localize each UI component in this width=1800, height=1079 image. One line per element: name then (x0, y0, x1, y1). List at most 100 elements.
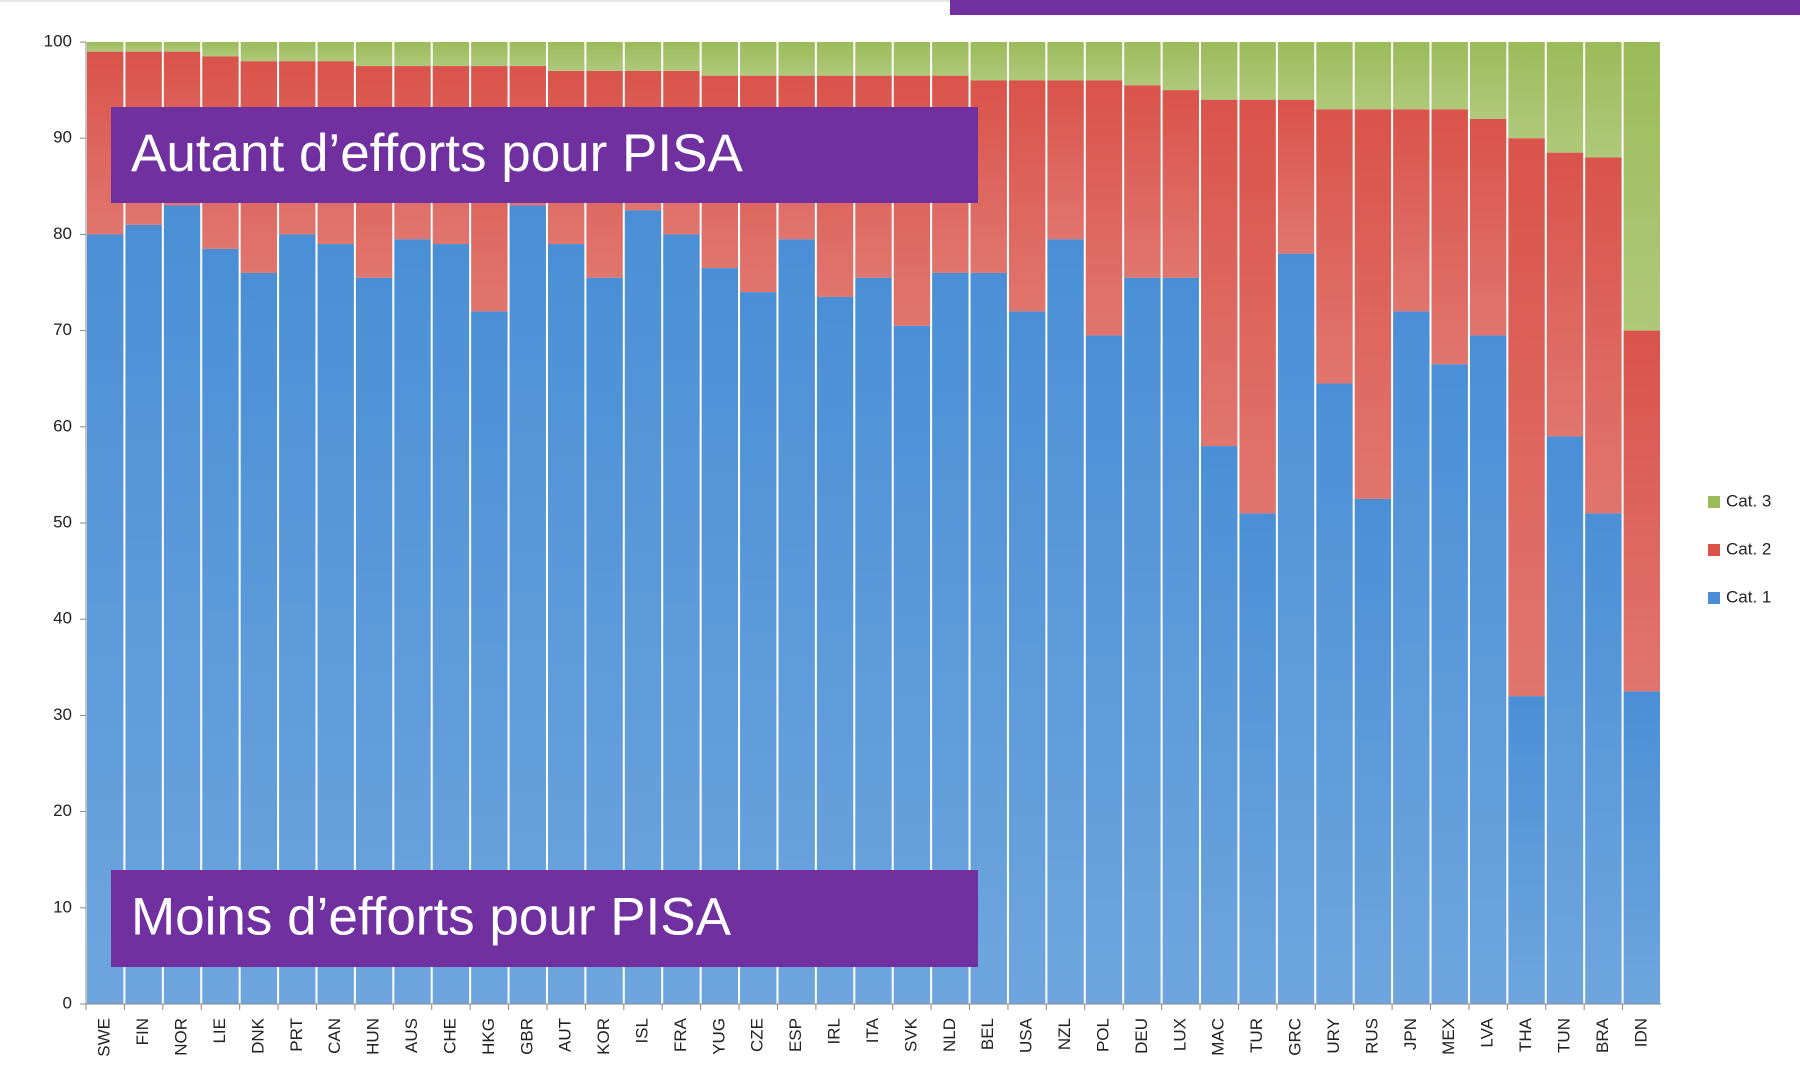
bar-segment (586, 42, 623, 71)
bar-segment (279, 42, 316, 62)
bar-segment (893, 42, 931, 76)
x-tick-label: DEU (1132, 1018, 1151, 1054)
x-tick-label: LVA (1478, 1017, 1497, 1047)
annotation: Autant d’efforts pour PISA (131, 124, 743, 183)
bar-segment (1585, 42, 1622, 158)
x-tick-label: KOR (594, 1018, 613, 1055)
bar-segment (1162, 42, 1200, 91)
bar-segment (1469, 42, 1507, 119)
bar-segment (970, 42, 1007, 81)
bar-segment (1316, 383, 1353, 1004)
bar-segment (932, 42, 969, 76)
x-tick-label: ESP (786, 1018, 805, 1052)
bar-segment (432, 42, 470, 67)
bar-segment (1585, 513, 1622, 1004)
bar-segment (1316, 109, 1353, 384)
x-tick-label: ISL (632, 1018, 651, 1044)
x-tick-label: RUS (1362, 1018, 1381, 1054)
x-tick-label: YUG (709, 1018, 728, 1055)
annotation-box (111, 107, 978, 203)
x-tick-label: HKG (479, 1018, 498, 1055)
bar-segment (1508, 42, 1545, 139)
x-tick-label: ITA (863, 1017, 882, 1043)
x-tick-label: BRA (1593, 1017, 1612, 1053)
bar-segment (509, 42, 546, 67)
bar-segment (1085, 80, 1123, 336)
bar-segment (1546, 436, 1584, 1004)
bar-segment (855, 42, 892, 76)
y-tick-label: 20 (53, 801, 72, 820)
x-tick-label: BEL (978, 1018, 997, 1050)
bar-segment (317, 42, 354, 62)
bar-segment (1085, 42, 1123, 81)
bar-segment (547, 42, 585, 71)
x-tick-label: IDN (1631, 1018, 1650, 1047)
bar-segment (1124, 42, 1161, 86)
x-tick-label: FIN (133, 1018, 152, 1045)
bar-segment (1239, 513, 1276, 1004)
bar-segment (1431, 109, 1468, 365)
x-tick-label: NOR (172, 1018, 191, 1056)
bar-segment (1393, 311, 1430, 1004)
header-bar (950, 0, 1800, 15)
bar-segment (1201, 42, 1238, 100)
x-tick-label: TUR (1247, 1018, 1266, 1053)
bar-segment (1623, 42, 1660, 331)
legend-label: Cat. 2 (1726, 539, 1771, 558)
bar-segment (1277, 99, 1315, 254)
legend-label: Cat. 1 (1726, 587, 1771, 606)
x-tick-label: AUS (402, 1018, 421, 1053)
bar-segment (1008, 42, 1046, 81)
y-tick-label: 60 (53, 416, 72, 435)
y-tick-label: 30 (53, 705, 72, 724)
bar-segment (202, 42, 239, 57)
bar-segment (394, 42, 431, 67)
bar-segment (1162, 90, 1200, 278)
x-tick-label: SVK (901, 1017, 920, 1052)
bar-segment (1393, 109, 1430, 312)
x-tick-label: USA (1017, 1017, 1036, 1053)
bar-segment (816, 42, 854, 76)
x-tick-label: POL (1093, 1018, 1112, 1052)
x-tick-label: AUT (556, 1018, 575, 1052)
annotation-box (111, 870, 978, 967)
bar-segment (1546, 152, 1584, 437)
bar-segment (1008, 311, 1046, 1004)
bar-segment (1316, 42, 1353, 110)
x-tick-label: CHE (440, 1018, 459, 1054)
bar-segment (1047, 42, 1084, 81)
bar-segment (1508, 138, 1545, 697)
bar-segment (1546, 42, 1584, 153)
y-tick-label: 100 (44, 31, 72, 50)
legend-swatch (1708, 592, 1720, 604)
bar-segment (1469, 335, 1507, 1004)
bar-segment (1008, 80, 1046, 312)
bar-segment (1585, 157, 1622, 514)
x-tick-label: LIE (210, 1018, 229, 1044)
bar-segment (1047, 80, 1084, 240)
bar-segment (663, 42, 700, 71)
y-tick-label: 90 (53, 128, 72, 147)
bar-segment (740, 42, 777, 76)
bar-segment (701, 42, 739, 76)
bar-segment (778, 42, 815, 76)
x-tick-label: NZL (1055, 1018, 1074, 1050)
bar-segment (1162, 277, 1200, 1004)
bar-segment (240, 42, 278, 62)
bar-segment (1277, 253, 1315, 1004)
bar-segment (1085, 335, 1123, 1004)
bar-segment (1354, 42, 1392, 110)
bar-segment (87, 42, 124, 52)
bar-segment (1239, 42, 1276, 100)
bar-segment (1047, 239, 1084, 1004)
bar-segment (1354, 109, 1392, 499)
bar-segment (1508, 696, 1545, 1004)
annotation: Moins d’efforts pour PISA (131, 888, 732, 947)
x-tick-label: CAN (325, 1018, 344, 1054)
y-tick-label: 70 (53, 320, 72, 339)
bar-segment (624, 42, 662, 71)
y-tick-label: 80 (53, 224, 72, 243)
bar-segment (471, 42, 508, 67)
bar-segment (1431, 42, 1468, 110)
x-tick-label: FRA (671, 1017, 690, 1052)
